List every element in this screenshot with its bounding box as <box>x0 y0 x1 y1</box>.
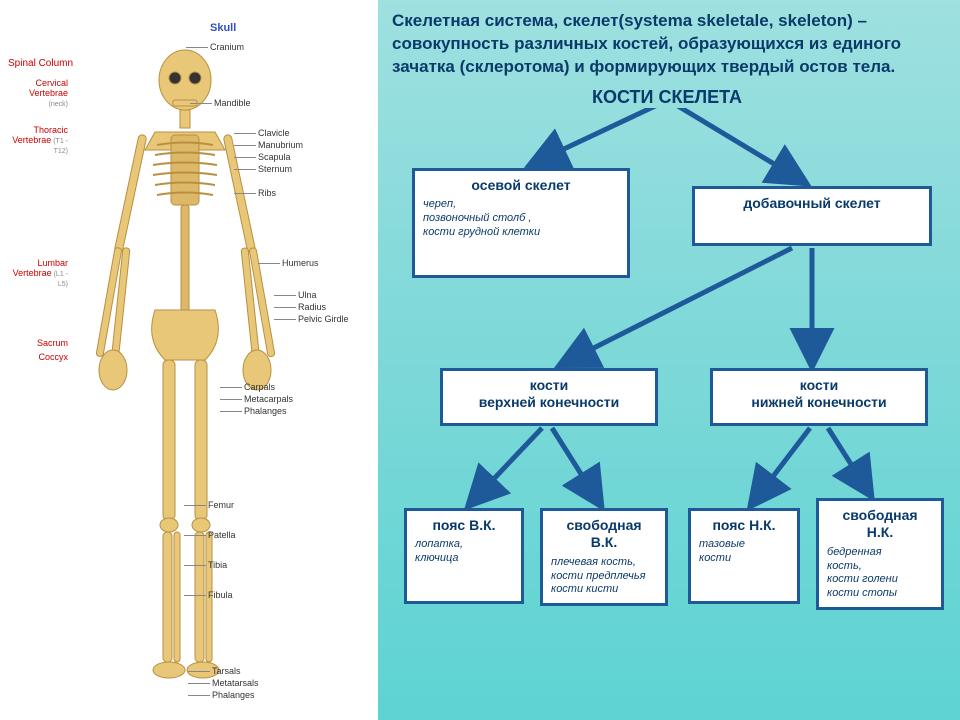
spinal-title: Spinal Column <box>8 58 73 69</box>
bone-label: Femur <box>208 500 234 510</box>
bone-label: Metacarpals <box>244 394 293 404</box>
content-panel: Скелетная система, скелет(systema skelet… <box>378 0 960 720</box>
bone-label: Scapula <box>258 152 291 162</box>
hierarchy-chart: осевой скелетчереп,позвоночный столб ,ко… <box>392 108 942 668</box>
spine-label: Coccyx <box>8 352 68 362</box>
node-lower: костинижней конечности <box>710 368 928 426</box>
node-axial: осевой скелетчереп,позвоночный столб ,ко… <box>412 168 630 278</box>
bone-label: Ribs <box>258 188 276 198</box>
bone-label: Cranium <box>210 42 244 52</box>
bone-label: Pelvic Girdle <box>298 314 349 324</box>
skeleton-figure <box>85 40 285 680</box>
bone-label: Phalanges <box>244 406 287 416</box>
spine-label: Sacrum <box>8 338 68 348</box>
node-low_free: свободнаяН.К.бедреннаякость,кости голени… <box>816 498 944 610</box>
node-up_free: свободнаяВ.К.плечевая кость,кости предпл… <box>540 508 668 606</box>
bone-label: Patella <box>208 530 236 540</box>
bone-label: Radius <box>298 302 326 312</box>
skull-title: Skull <box>210 22 236 34</box>
node-upper: костиверхней конечности <box>440 368 658 426</box>
bone-label: Fibula <box>208 590 233 600</box>
skeleton-panel: Skull Spinal Column <box>0 0 378 720</box>
bone-label: Ulna <box>298 290 317 300</box>
chart-title: КОСТИ СКЕЛЕТА <box>392 87 942 108</box>
spine-label: CervicalVertebrae (neck) <box>8 78 68 108</box>
bone-label: Mandible <box>214 98 251 108</box>
intro-text: Скелетная система, скелет(systema skelet… <box>392 10 942 79</box>
bone-label: Sternum <box>258 164 292 174</box>
bone-label: Tarsals <box>212 666 241 676</box>
bone-label: Tibia <box>208 560 227 570</box>
bone-label: Humerus <box>282 258 319 268</box>
bone-label: Carpals <box>244 382 275 392</box>
node-up_girdle: пояс В.К.лопатка,ключица <box>404 508 524 604</box>
spine-label: LumbarVertebrae (L1 - L5) <box>8 258 68 288</box>
node-append: добавочный скелет <box>692 186 932 246</box>
bone-label: Clavicle <box>258 128 290 138</box>
node-low_girdle: пояс Н.К.тазовыекости <box>688 508 800 604</box>
spine-label: ThoracicVertebrae (T1 - T12) <box>8 125 68 155</box>
bone-label: Phalanges <box>212 690 255 700</box>
bone-label: Metatarsals <box>212 678 259 688</box>
bone-label: Manubrium <box>258 140 303 150</box>
